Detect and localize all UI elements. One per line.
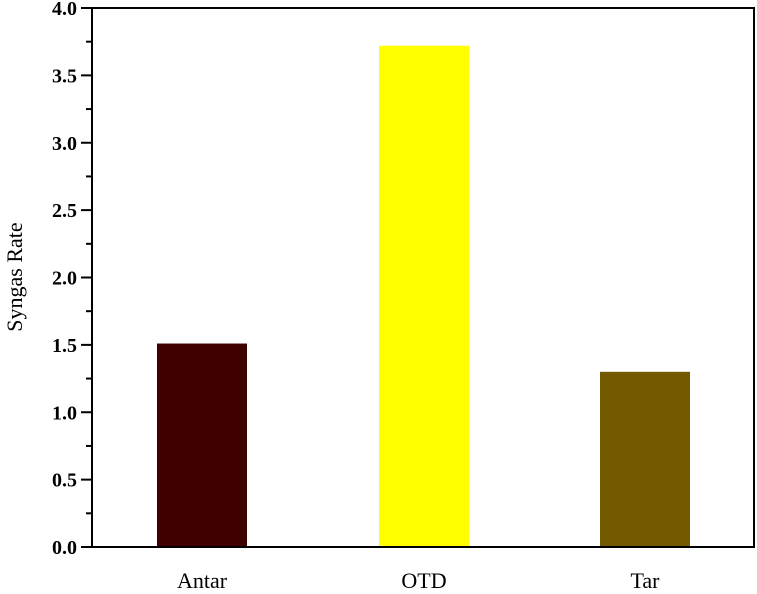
plot-frame — [91, 7, 755, 548]
y-tick-label: 0.5 — [52, 470, 77, 492]
y-tick-label: 3.0 — [52, 133, 77, 155]
bars-group — [157, 45, 690, 547]
y-tick-label: 1.0 — [52, 402, 77, 424]
bar-antar — [157, 343, 247, 547]
y-tick-label: 2.5 — [52, 200, 77, 222]
bar-tar — [600, 371, 690, 547]
y-tick-label: 0.0 — [52, 537, 77, 559]
y-axis-ticks: 0.0 0.5 1.0 1.5 2.0 2.5 3.0 3.5 4.0 — [52, 0, 92, 559]
y-tick-label: 2.0 — [52, 268, 77, 290]
y-tick-label: 1.5 — [52, 335, 77, 357]
y-tick-label: 4.0 — [52, 0, 77, 20]
x-category-label-otd: OTD — [401, 568, 446, 593]
bar-otd — [379, 45, 469, 547]
y-tick-label: 3.5 — [52, 65, 77, 87]
x-category-label-antar: Antar — [177, 568, 228, 593]
x-category-label-tar: Tar — [631, 568, 661, 593]
y-axis-title: Syngas Rate — [2, 222, 27, 331]
x-axis-labels: Antar OTD Tar — [177, 568, 660, 593]
